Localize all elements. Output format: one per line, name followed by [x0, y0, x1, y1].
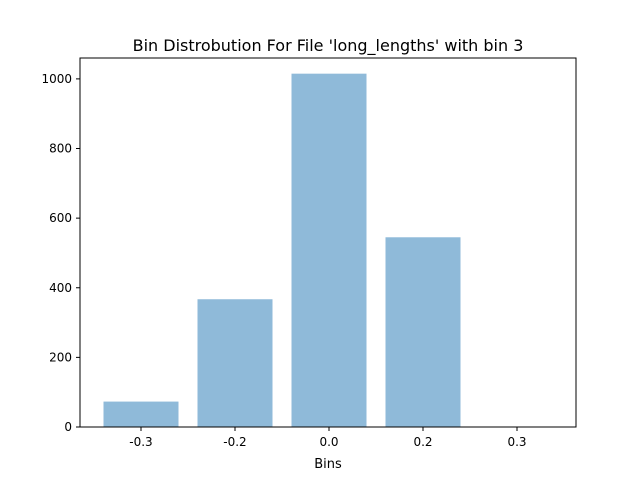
- bar-0: [103, 401, 179, 427]
- y-tick-label-2: 400: [49, 281, 72, 295]
- x-tick-label-4: 0.3: [507, 435, 526, 449]
- plot-frame: [79, 57, 577, 428]
- x-axis: -0.3 -0.2 0.0 0.2 0.3: [129, 427, 527, 449]
- y-tick-label-3: 600: [49, 211, 72, 225]
- x-tick-label-0: -0.3: [129, 435, 152, 449]
- bar-2: [291, 73, 367, 427]
- x-tick-label-3: 0.2: [413, 435, 432, 449]
- y-tick-label-0: 0: [64, 420, 72, 434]
- y-axis: 0 200 400 600 800 1000: [41, 72, 80, 434]
- bar-1: [197, 299, 273, 427]
- y-tick-label-5: 1000: [41, 72, 72, 86]
- x-axis-label: Bins: [314, 457, 342, 472]
- x-tick-label-2: 0.0: [319, 435, 338, 449]
- y-tick-label-1: 200: [49, 350, 72, 364]
- bars-group: [103, 73, 461, 427]
- bar-3: [385, 237, 461, 427]
- y-tick-label-4: 800: [49, 142, 72, 156]
- chart-title: Bin Distrobution For File 'long_lengths'…: [133, 36, 524, 56]
- x-tick-label-1: -0.2: [223, 435, 246, 449]
